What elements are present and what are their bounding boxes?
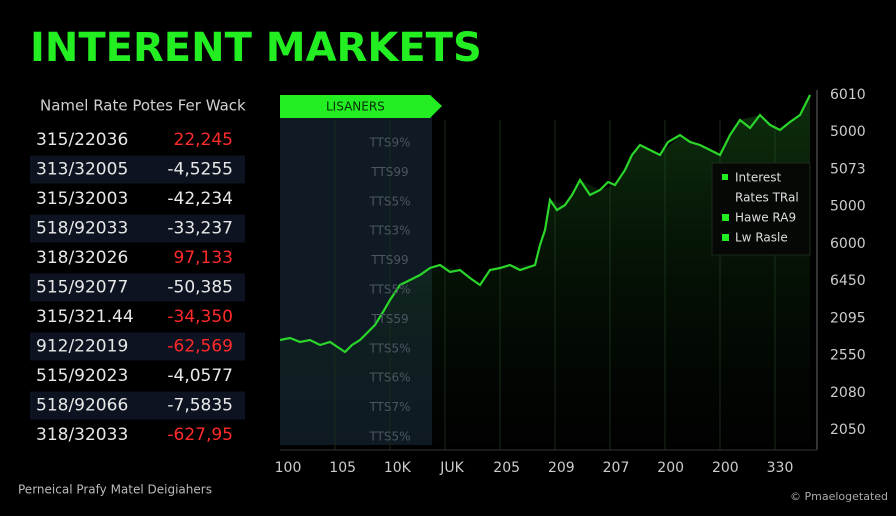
chart-panel: LISANERS TTS9% TTS99 TTS5% TTS3% TTS99 TTS5% T… xyxy=(275,87,866,476)
y-axis-label: 6000 xyxy=(830,236,866,252)
page-title: INTERENT MARKETS xyxy=(30,25,482,71)
y-axis-label: 2050 xyxy=(830,422,866,438)
legend-swatch xyxy=(722,234,729,241)
row-value: -42,234 xyxy=(167,189,233,209)
x-axis-label: 330 xyxy=(767,460,794,476)
legend-title: Interest xyxy=(735,171,782,185)
row-value: -33,237 xyxy=(167,219,233,239)
table: 315/22036 22,245 313/32005 -4,5255 315/32003… xyxy=(30,130,245,445)
legend-swatch xyxy=(722,174,728,180)
row-date: 315/32003 xyxy=(36,189,128,209)
column-label: TTS5% xyxy=(368,194,410,208)
footer-left: Perneical Prafy Matel Deigiahers xyxy=(18,483,212,497)
banner xyxy=(280,95,442,118)
row-background xyxy=(30,332,245,361)
table-header: Namel Rate Potes Fer Wack xyxy=(40,97,246,115)
row-date: 318/32026 xyxy=(36,248,128,268)
row-value: -4,0577 xyxy=(167,366,233,386)
y-axis-label: 2550 xyxy=(830,348,866,364)
row-date: 912/22019 xyxy=(36,337,128,357)
row-value: -62,569 xyxy=(167,337,233,357)
row-value: -4,5255 xyxy=(167,160,233,180)
column-label: TTS5% xyxy=(368,341,410,355)
x-axis-label: 10K xyxy=(384,460,412,476)
legend-item: Lw Rasle xyxy=(735,231,788,245)
row-background xyxy=(30,273,245,302)
y-axis-label: 5073 xyxy=(830,161,866,177)
column-label: TTS9% xyxy=(368,136,410,150)
column-label: TTS3% xyxy=(368,224,410,238)
y-axis-label: 5000 xyxy=(830,124,866,140)
legend-item: Hawe RA9 xyxy=(735,211,796,225)
row-background xyxy=(30,214,245,243)
column-label: TTS5% xyxy=(368,283,410,297)
footer-right: © Pmaelogetated xyxy=(790,490,888,503)
y-axis-label: 2080 xyxy=(830,385,866,401)
column-label: TTS6% xyxy=(368,371,410,385)
y-axis-label: 6010 xyxy=(830,87,866,103)
row-date: 515/92023 xyxy=(36,366,128,386)
price-line xyxy=(279,94,811,354)
area xyxy=(280,95,810,445)
column-label: TTS99 xyxy=(370,165,408,179)
row-date: 315/22036 xyxy=(36,130,128,150)
x-axis-label: 200 xyxy=(657,460,684,476)
row-date: 313/32005 xyxy=(36,160,128,180)
row-value: 22,245 xyxy=(174,130,233,150)
x-axis-label: 100 xyxy=(275,460,302,476)
row-value: -7,5835 xyxy=(167,396,233,416)
y-axis-label: 2095 xyxy=(830,310,866,326)
column-label: TTS5% xyxy=(368,430,410,444)
legend-item: Rates TRal xyxy=(735,191,799,205)
x-axis-label: 105 xyxy=(329,460,356,476)
row-date: 318/32033 xyxy=(36,425,128,445)
x-axis-label: 200 xyxy=(712,460,739,476)
x-axis-label: 207 xyxy=(603,460,630,476)
column-label: TTS7% xyxy=(368,400,410,414)
row-value: 97,133 xyxy=(174,248,233,268)
y-axis-label: 5000 xyxy=(830,199,866,215)
column-label: TTS59 xyxy=(370,312,408,326)
banner-text: LISANERS xyxy=(326,100,385,114)
column-label: TTS99 xyxy=(370,253,408,267)
y-axis-label: 6450 xyxy=(830,273,866,289)
row-value: -34,350 xyxy=(167,307,233,327)
x-axis-label: 209 xyxy=(548,460,575,476)
row-value: -627,95 xyxy=(167,425,233,445)
row-date: 518/92066 xyxy=(36,396,128,416)
legend-swatch xyxy=(722,214,729,221)
x-axis-label: JUK xyxy=(439,460,464,476)
row-date: 315/321.44 xyxy=(36,307,134,327)
x-axis-label: 205 xyxy=(493,460,520,476)
row-background xyxy=(30,391,245,420)
row-background xyxy=(30,155,245,184)
row-value: -50,385 xyxy=(167,278,233,298)
row-date: 515/92077 xyxy=(36,278,128,298)
row-date: 518/92033 xyxy=(36,219,128,239)
